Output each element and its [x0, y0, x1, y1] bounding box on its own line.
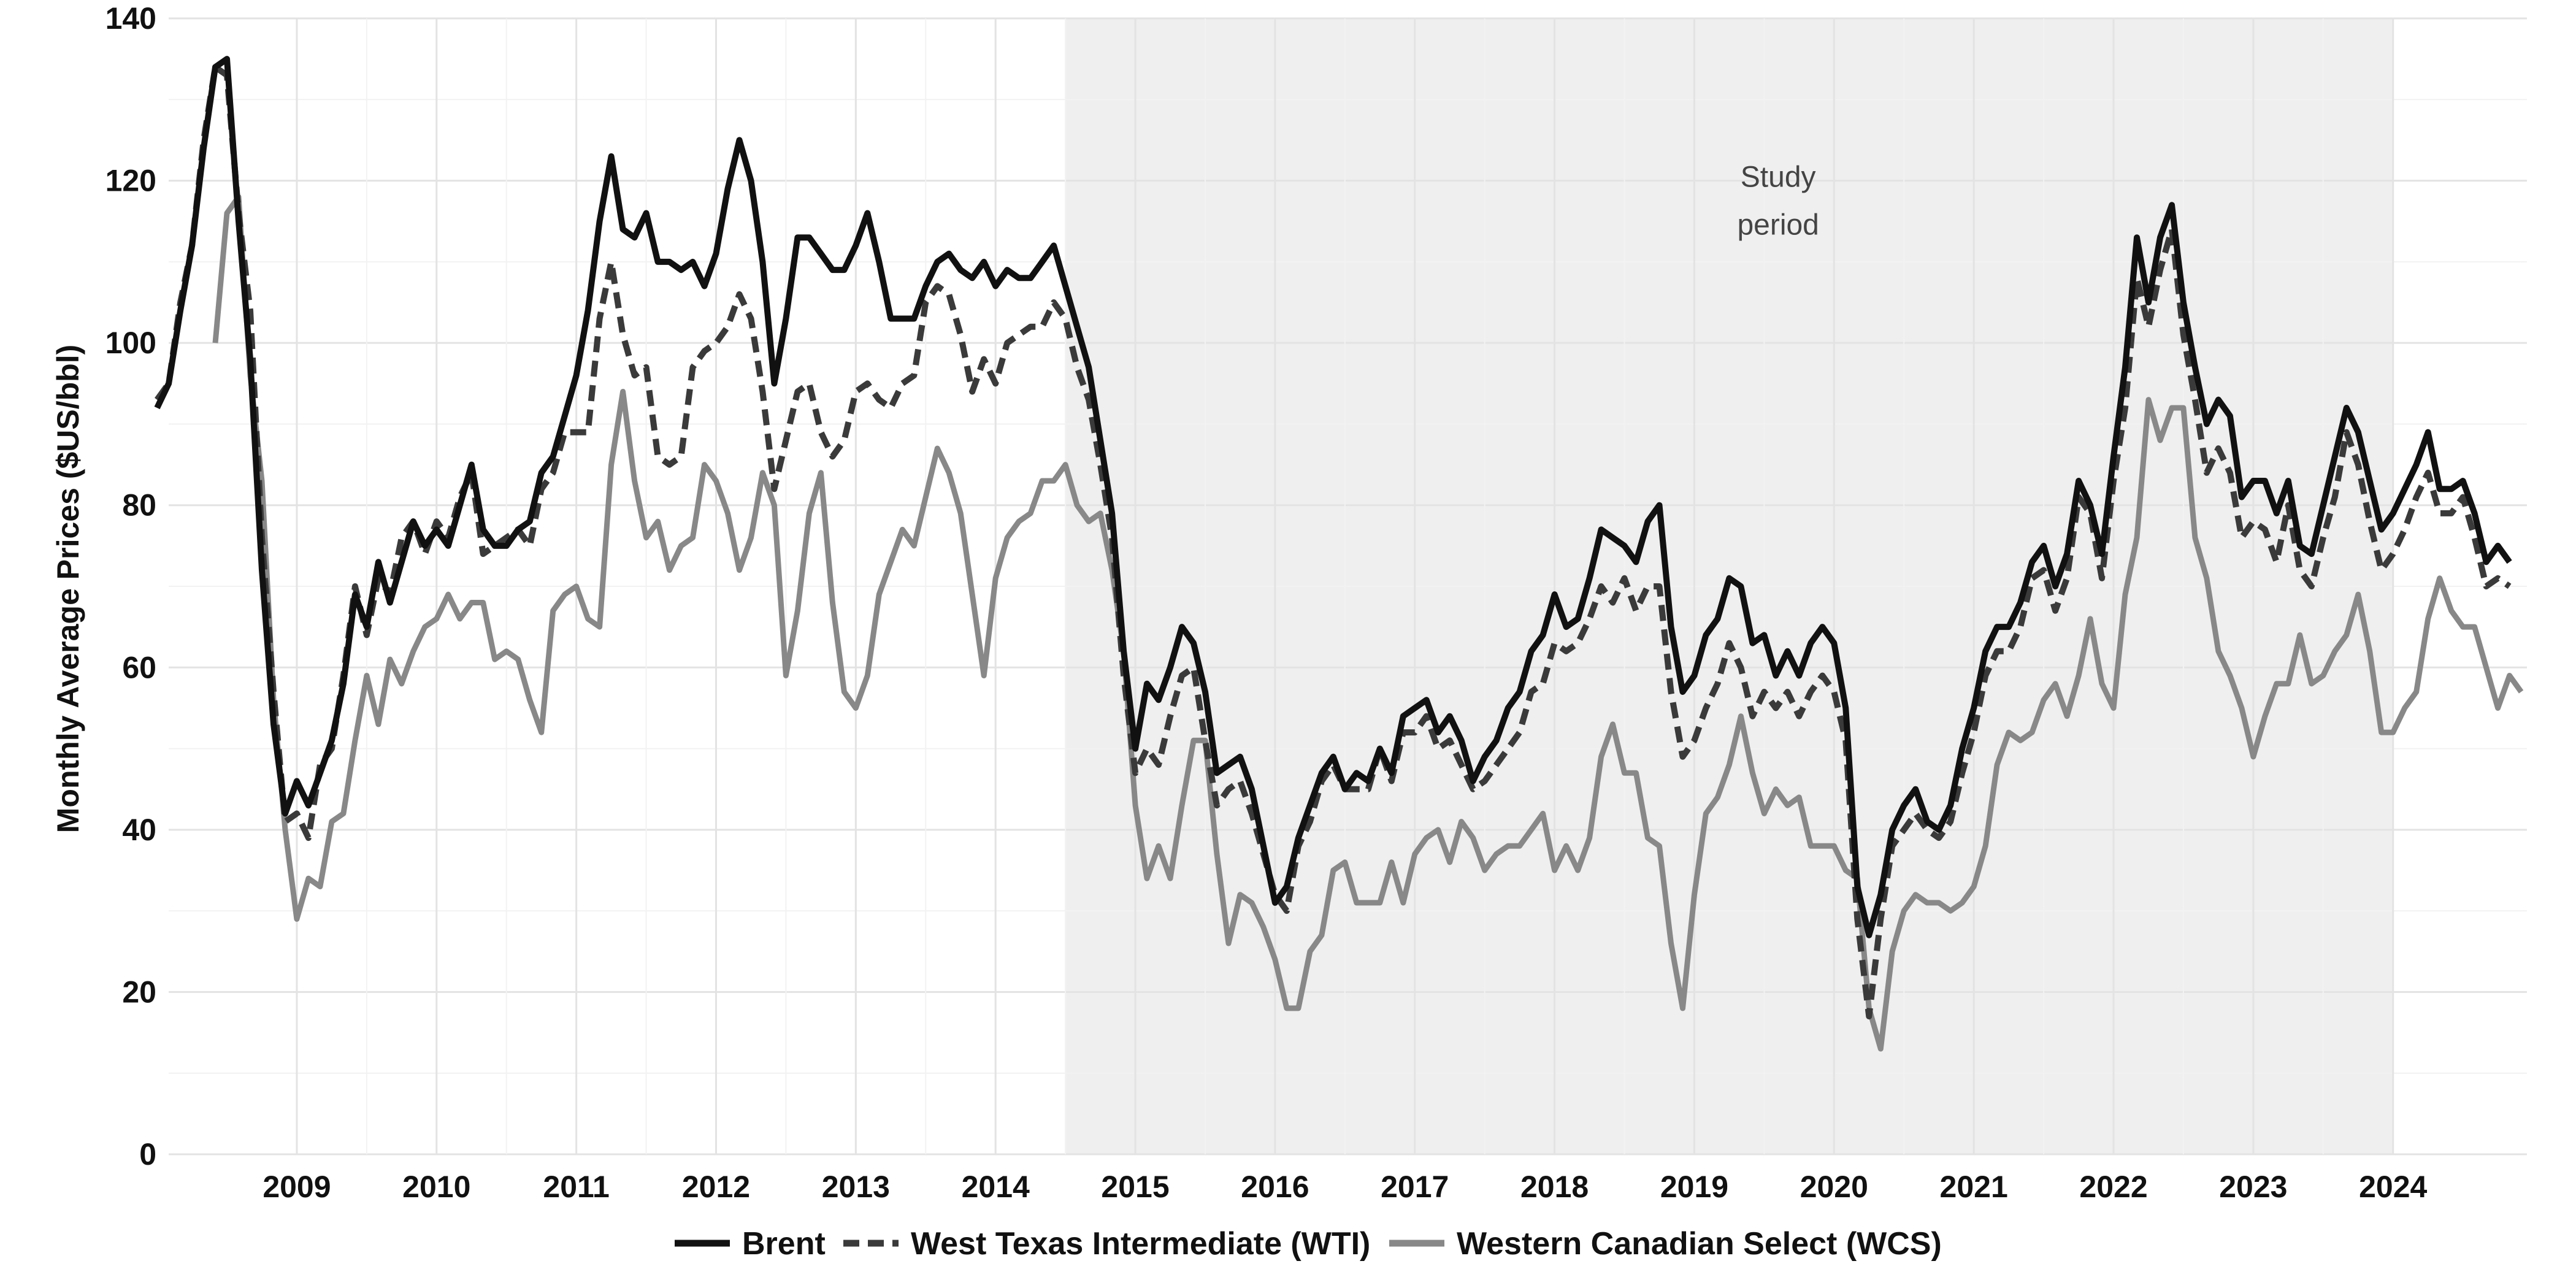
x-tick-label: 2017 [1381, 1170, 1449, 1204]
x-tick-label: 2016 [1241, 1170, 1309, 1204]
x-tick-label: 2010 [402, 1170, 470, 1204]
x-tick-label: 2018 [1520, 1170, 1589, 1204]
x-tick-label: 2021 [1940, 1170, 2008, 1204]
y-tick-label: 0 [139, 1137, 156, 1171]
x-tick-label: 2022 [2079, 1170, 2147, 1204]
series-layer [154, 56, 2524, 1052]
x-tick-label: 2015 [1101, 1170, 1169, 1204]
x-tick-label: 2023 [2219, 1170, 2287, 1204]
x-tick-label: 2012 [682, 1170, 750, 1204]
x-tick-label: 2020 [1800, 1170, 1868, 1204]
x-tick-label: 2024 [2359, 1170, 2427, 1204]
legend-label: West Texas Intermediate (WTI) [911, 1226, 1370, 1262]
annotation-layer: Study period [1737, 161, 1819, 241]
x-tick-label: 2019 [1660, 1170, 1728, 1204]
grid-layer [169, 17, 2527, 1156]
y-tick-label: 100 [105, 326, 156, 360]
x-tick-label: 2014 [962, 1170, 1030, 1204]
legend-label: Western Canadian Select (WCS) [1457, 1226, 1942, 1262]
legend-label: Brent [742, 1226, 826, 1262]
y-tick-label: 20 [122, 975, 156, 1009]
legend: Brent West Texas Intermediate (WTI) Wester… [675, 1226, 1942, 1262]
axis-layer: 0 20 40 60 80 100 120 140 2009 2010 2011 2012 2013 20… [105, 1, 2428, 1204]
x-tick-label: 2009 [263, 1170, 331, 1204]
series-line-brent [154, 56, 2512, 938]
study-period-label-line1: Study [1741, 161, 1816, 193]
x-tick-label: 2011 [543, 1170, 609, 1204]
y-tick-label: 120 [105, 164, 156, 198]
study-period-label-line2: period [1737, 209, 1819, 241]
y-tick-label: 60 [122, 650, 156, 684]
x-tick-label: 2013 [822, 1170, 890, 1204]
series-line-western-canadian-select-wcs [212, 194, 2524, 1052]
series-line-west-texas-intermediate-wti [155, 64, 2512, 1020]
y-axis-title: Monthly Average Prices ($US/bbl) [51, 345, 85, 833]
y-tick-label: 80 [122, 488, 156, 523]
y-tick-label: 40 [122, 813, 156, 847]
y-tick-label: 140 [105, 1, 156, 36]
